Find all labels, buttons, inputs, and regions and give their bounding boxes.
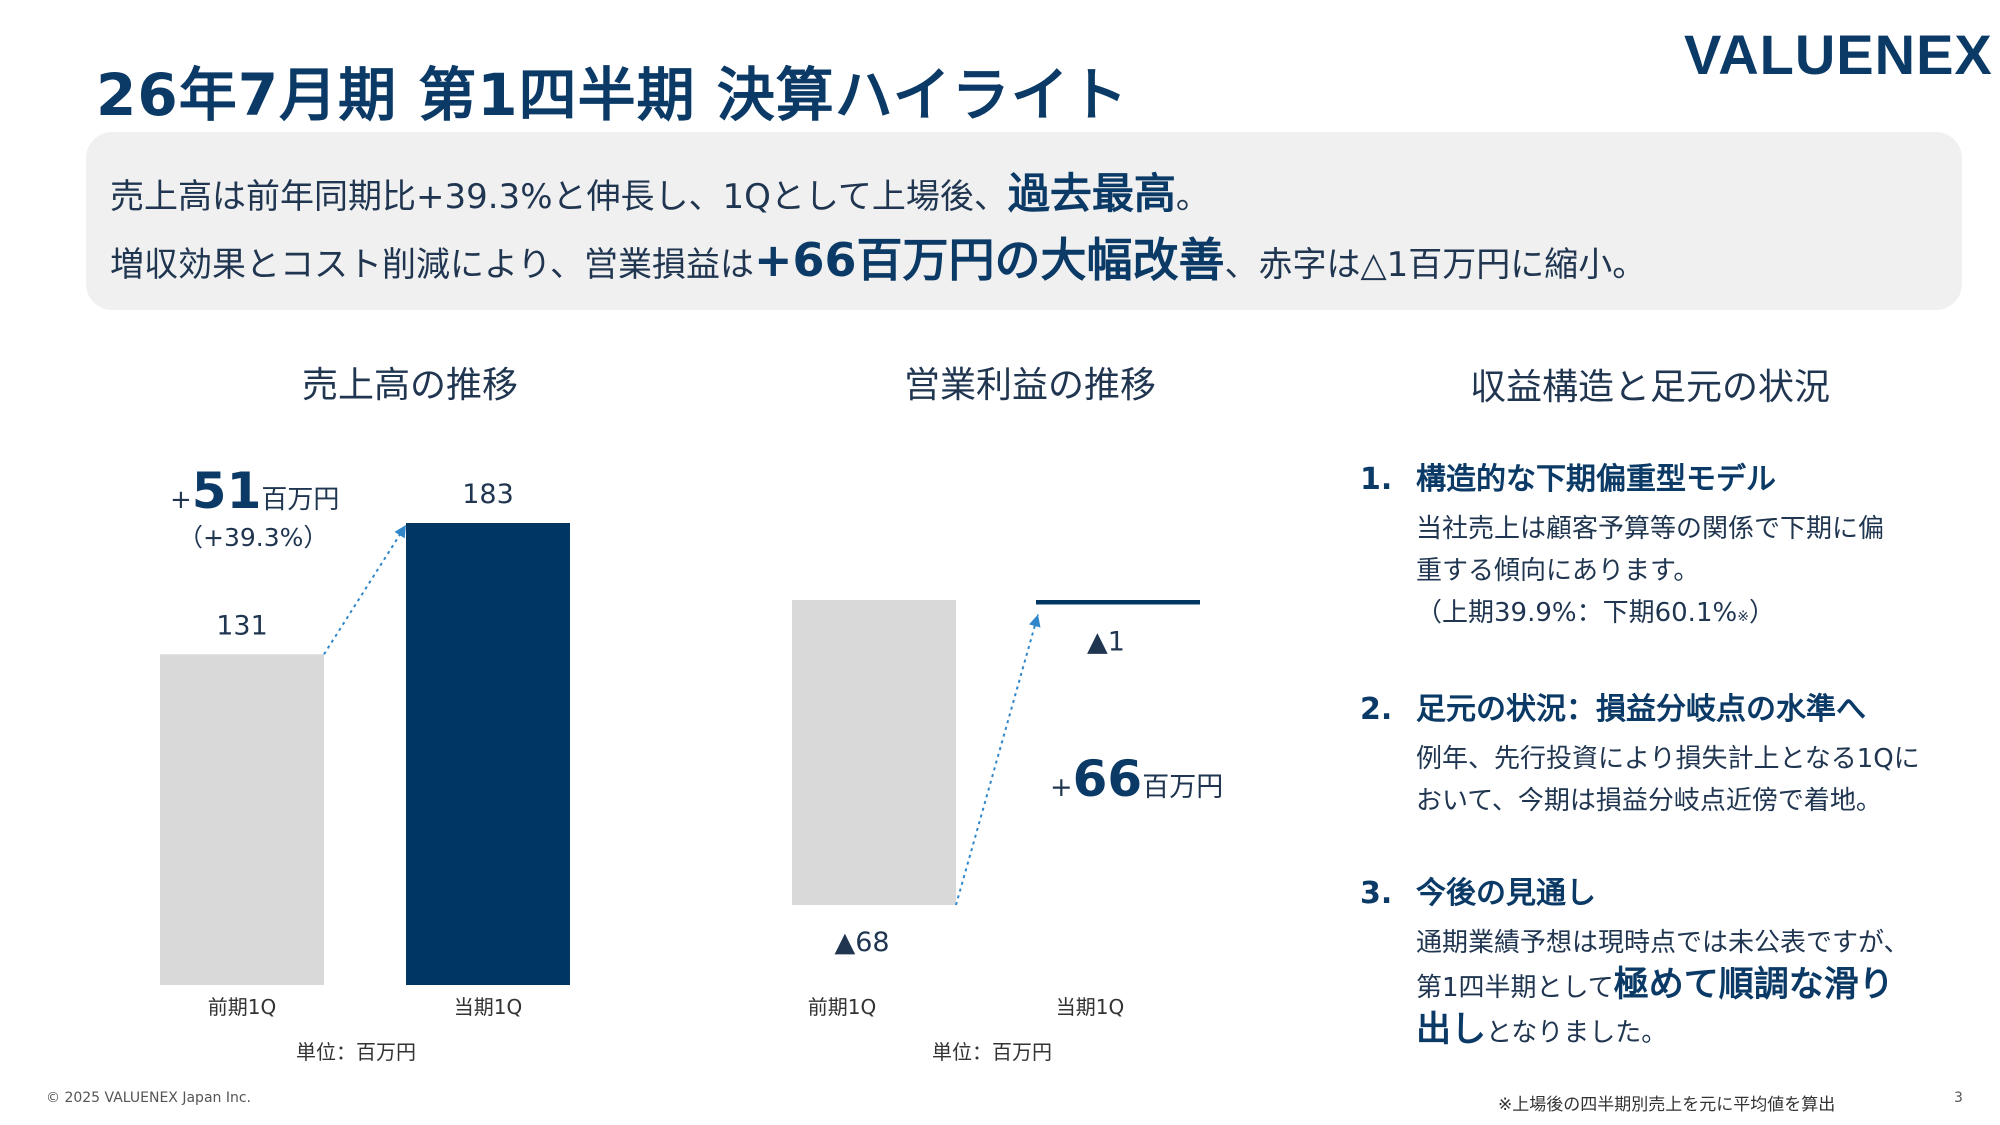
- summary-line-2-emphasis: +66百万円の大幅改善: [753, 233, 1225, 287]
- point-3-body-line-2: 第1四半期として極めて順調な滑り: [1416, 965, 1894, 1005]
- point-2-body-line-1: 例年、先行投資により損失計上となる1Qに: [1416, 744, 1920, 774]
- op-unit-label: 単位：百万円: [932, 1040, 1052, 1064]
- point-2-number: 2.: [1360, 692, 1393, 727]
- sales-category-label-2: 当期1Q: [454, 995, 522, 1019]
- point-1-body-line-2: 重する傾向にあります。: [1416, 556, 1700, 586]
- point-3-emphasis-1: 極めて順調な滑り: [1613, 965, 1894, 1005]
- footnote-mark: ※: [1737, 609, 1749, 625]
- sales-unit-label: 単位：百万円: [296, 1040, 416, 1064]
- structure-title: 収益構造と足元の状況: [1469, 367, 1830, 408]
- summary-line-1: 売上高は前年同期比+39.3%と伸長し、1Qとして上場後、過去最高。: [110, 160, 1210, 221]
- sales-chart-title: 売上高の推移: [301, 365, 518, 406]
- summary-line-1-emphasis: 過去最高: [1007, 169, 1176, 218]
- sales-value-label-1: 131: [216, 610, 268, 641]
- point-3: 3. 今後の見通し 通期業績予想は現時点では未公表ですが、 第1四半期として極めて…: [1360, 868, 1960, 1054]
- point-2: 2. 足元の状況：損益分岐点の水準へ 例年、先行投資により損失計上となる1Qに お…: [1360, 684, 1960, 822]
- op-chart-title: 営業利益の推移: [903, 365, 1156, 406]
- operating-profit-chart: ▲68 前期1Q ▲1 当期1Q +66百万円: [792, 600, 1223, 1019]
- point-1-body-line-1: 当社売上は顧客予算等の関係で下期に偏: [1416, 514, 1885, 544]
- page-number: 3: [1954, 1090, 1963, 1106]
- sales-category-label-1: 前期1Q: [208, 995, 276, 1019]
- summary-line-2: 増収効果とコスト削減により、営業損益は+66百万円の大幅改善、赤字は△1百万円に…: [110, 224, 1646, 290]
- point-2-body-line-2: おいて、今期は損益分岐点近傍で着地。: [1416, 786, 1882, 816]
- copyright: © 2025 VALUENEX Japan Inc.: [46, 1090, 251, 1106]
- point-3-number: 3.: [1360, 876, 1393, 911]
- structure-points: 1. 構造的な下期偏重型モデル 当社売上は顧客予算等の関係で下期に偏 重する傾向に…: [1360, 454, 1960, 1100]
- op-category-label-2: 当期1Q: [1056, 995, 1124, 1019]
- summary-line-1-end: 。: [1175, 177, 1210, 217]
- sales-chart: 131 前期1Q 183 当期1Q +51百万円 （+39.3%）: [160, 462, 570, 1019]
- sales-bar-2: [406, 523, 570, 985]
- footnote: ※上場後の四半期別売上を元に平均値を算出: [1498, 1095, 1836, 1115]
- op-bar-2: [1036, 600, 1200, 605]
- sales-value-label-2: 183: [462, 479, 514, 510]
- sales-growth-arrow: [323, 524, 407, 655]
- op-improvement-arrow: [955, 614, 1041, 906]
- point-1-body-line-3: （上期39.9%：下期60.1%※）: [1416, 598, 1775, 628]
- point-2-heading: 足元の状況：損益分岐点の水準へ: [1416, 692, 1866, 727]
- op-value-label-1: ▲68: [834, 927, 889, 958]
- sales-change-percent: （+39.3%）: [178, 523, 328, 552]
- op-category-label-1: 前期1Q: [808, 995, 876, 1019]
- point-3-body-line-3: 出しとなりました。: [1416, 1010, 1668, 1050]
- point-3-emphasis-2: 出し: [1416, 1010, 1487, 1050]
- op-value-label-2: ▲1: [1087, 626, 1125, 657]
- company-logo: VALUENEX: [1684, 23, 1993, 86]
- point-1: 1. 構造的な下期偏重型モデル 当社売上は顧客予算等の関係で下期に偏 重する傾向に…: [1360, 454, 1960, 638]
- op-change-label: +66百万円: [1050, 750, 1223, 808]
- point-2-body: 例年、先行投資により損失計上となる1Qに おいて、今期は損益分岐点近傍で着地。: [1416, 738, 1960, 822]
- summary-line-2-text: 増収効果とコスト削減により、営業損益は: [110, 245, 754, 285]
- page-title: 26年7月期 第1四半期 決算ハイライト: [96, 61, 1129, 129]
- sales-bar-1: [160, 654, 324, 985]
- op-bar-1: [792, 600, 956, 905]
- summary-line-1-text: 売上高は前年同期比+39.3%と伸長し、1Qとして上場後、: [110, 177, 1008, 217]
- point-1-body: 当社売上は顧客予算等の関係で下期に偏 重する傾向にあります。 （上期39.9%：…: [1416, 508, 1960, 638]
- point-3-body-line-1: 通期業績予想は現時点では未公表ですが、: [1416, 928, 1910, 958]
- summary-line-2-end: 、赤字は△1百万円に縮小。: [1224, 245, 1647, 285]
- point-3-heading: 今後の見通し: [1416, 876, 1596, 911]
- summary-box: 売上高は前年同期比+39.3%と伸長し、1Qとして上場後、過去最高。 増収効果と…: [86, 132, 1962, 310]
- point-3-body: 通期業績予想は現時点では未公表ですが、 第1四半期として極めて順調な滑り 出しと…: [1416, 922, 1960, 1054]
- point-1-heading: 構造的な下期偏重型モデル: [1416, 462, 1776, 497]
- point-1-number: 1.: [1360, 462, 1393, 497]
- sales-change-label: +51百万円: [170, 462, 339, 520]
